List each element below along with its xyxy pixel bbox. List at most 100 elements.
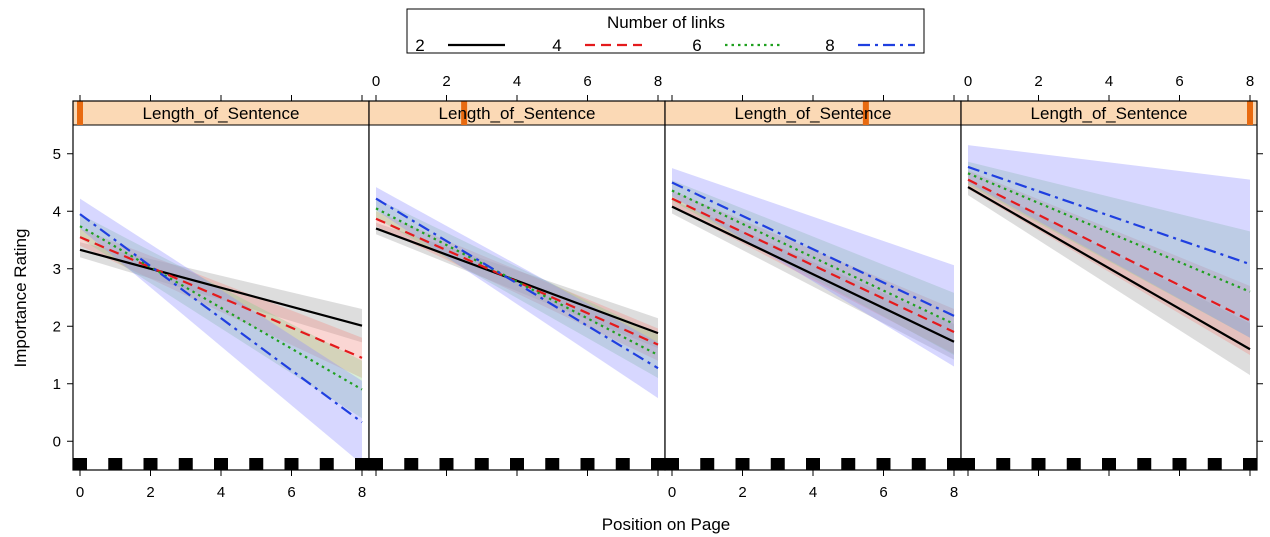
panel-background	[369, 125, 665, 470]
y-tick-label: 0	[53, 433, 61, 450]
confidence-band-8	[672, 168, 954, 367]
strip-label: Length_of_Sentence	[735, 104, 892, 123]
rug-mark-7	[319, 458, 334, 470]
rug-mark-5	[249, 458, 264, 470]
strip-label: Length_of_Sentence	[143, 104, 300, 123]
x-tick-label: 4	[809, 484, 817, 501]
rug-mark-8	[651, 458, 665, 470]
series-line-6	[375, 207, 659, 356]
rug-mark-2	[735, 458, 750, 470]
x-tick-label: 6	[287, 484, 295, 501]
confidence-band-4	[376, 211, 658, 361]
legend-label-2: 2	[415, 36, 424, 55]
series-line-2	[671, 205, 955, 343]
confidence-band-8	[968, 145, 1250, 338]
series-line-4	[967, 178, 1251, 322]
x-tick-label: 8	[1246, 73, 1254, 90]
series-line-2	[375, 227, 659, 335]
rug-mark-2	[1031, 458, 1046, 470]
strip-level-marker	[77, 101, 83, 125]
strip-level-marker	[1247, 101, 1253, 125]
series-line-6	[967, 172, 1251, 293]
rug-mark-5	[841, 458, 856, 470]
rug-mark-6	[876, 458, 891, 470]
x-tick-label: 0	[76, 484, 84, 501]
x-tick-label: 2	[738, 484, 746, 501]
rug-mark-0	[961, 458, 975, 470]
y-axis-label: Importance Rating	[11, 229, 30, 368]
rug-mark-4	[214, 458, 228, 470]
rug-mark-5	[1137, 458, 1152, 470]
series-line-4	[671, 197, 955, 333]
rug-mark-0	[665, 458, 679, 470]
x-tick-label: 8	[358, 484, 366, 501]
x-tick-label: 4	[1105, 73, 1113, 90]
rug-mark-4	[510, 458, 524, 470]
panel-2: Length_of_Sentence 0 2 4 6 8	[368, 73, 666, 476]
panel-3: Length_of_Sentence 0 2 4 6 8	[664, 95, 962, 501]
strip-level-marker	[862, 101, 869, 125]
rug-mark-2	[439, 458, 454, 470]
y-tick-label: 5	[53, 146, 61, 163]
rug-mark-1	[404, 458, 419, 470]
rug-mark-8	[1243, 458, 1257, 470]
legend-label-6: 6	[692, 36, 701, 55]
rug-mark-6	[284, 458, 299, 470]
confidence-band-2	[80, 242, 362, 343]
rug-mark-0	[369, 458, 383, 470]
confidence-band-4	[80, 228, 362, 378]
rug-mark-0	[73, 458, 87, 470]
series-line-8	[375, 197, 659, 370]
y-tick-label: 3	[53, 261, 61, 278]
series-line-4	[79, 236, 363, 359]
series-line-2	[967, 186, 1251, 351]
x-tick-label: 6	[583, 73, 591, 90]
rug-mark-8	[355, 458, 369, 470]
rug-mark-2	[143, 458, 158, 470]
x-tick-label: 4	[217, 484, 225, 501]
series-line-6	[79, 225, 363, 391]
x-tick-label: 6	[879, 484, 887, 501]
y-tick-label: 1	[53, 376, 61, 393]
panel-4: Length_of_Sentence 0 2 4 6 8	[960, 73, 1258, 476]
y-tick-label: 2	[53, 318, 61, 335]
legend-label-4: 4	[552, 36, 561, 55]
x-tick-label: 2	[146, 484, 154, 501]
confidence-band-6	[376, 198, 658, 378]
rug-mark-6	[580, 458, 595, 470]
panel-background	[665, 125, 961, 470]
strip-label: Length_of_Sentence	[1031, 104, 1188, 123]
rug-mark-4	[1102, 458, 1116, 470]
x-tick-label: 0	[668, 484, 676, 501]
y-tick-label: 4	[53, 203, 61, 220]
rug-mark-7	[911, 458, 926, 470]
rug-mark-8	[947, 458, 961, 470]
panel-1: Length_of_Sentence 0 2 4 6 8	[72, 95, 370, 501]
confidence-band-6	[672, 180, 954, 355]
rug-mark-1	[700, 458, 715, 470]
rug-mark-3	[770, 458, 785, 470]
rug-mark-1	[108, 458, 123, 470]
x-tick-label: 2	[1034, 73, 1042, 90]
rug-mark-7	[1207, 458, 1222, 470]
strip-label: Length_of_Sentence	[439, 104, 596, 123]
x-tick-label: 8	[654, 73, 662, 90]
series-line-8	[79, 213, 363, 424]
confidence-band-4	[672, 190, 954, 354]
x-tick-label: 0	[372, 73, 380, 90]
series-line-2	[79, 248, 363, 327]
rug-mark-3	[1066, 458, 1081, 470]
legend-title: Number of links	[607, 13, 725, 32]
rug-mark-5	[545, 458, 560, 470]
strip-level-marker	[461, 101, 468, 125]
panel-background	[961, 125, 1257, 470]
x-tick-label: 0	[964, 73, 972, 90]
rug-mark-3	[474, 458, 489, 470]
rug-mark-1	[996, 458, 1011, 470]
x-axis-label: Position on Page	[602, 515, 731, 534]
x-tick-label: 2	[442, 73, 450, 90]
legend-label-8: 8	[825, 36, 834, 55]
rug-mark-6	[1172, 458, 1187, 470]
